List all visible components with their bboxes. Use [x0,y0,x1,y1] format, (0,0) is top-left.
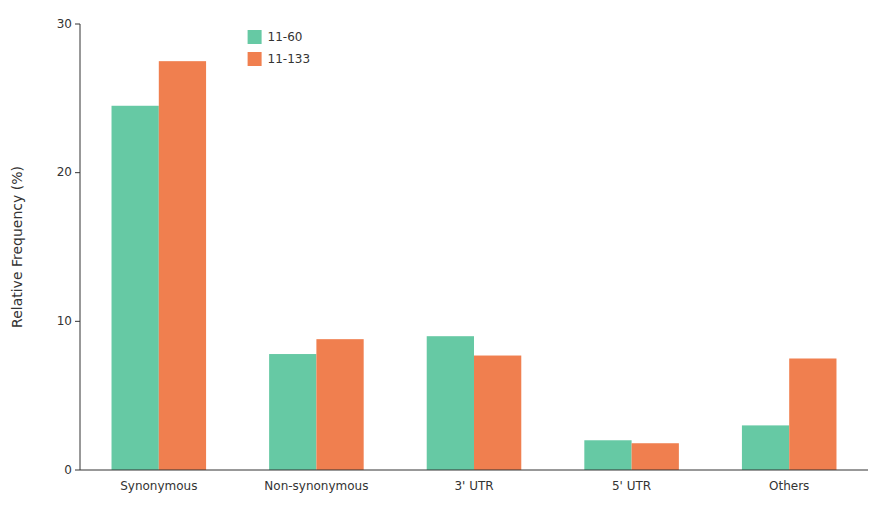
y-tick [75,470,80,471]
y-axis-label: Relative Frequency (%) [9,166,25,328]
y-tick [75,172,80,173]
bar [632,443,679,470]
bar [316,339,363,470]
x-axis-line [80,470,868,471]
bar [789,359,836,471]
bar [742,425,789,470]
legend: 11-60 11-133 [248,30,311,67]
x-tick-label: Others [769,479,809,493]
x-tick-label: 5' UTR [612,479,651,493]
x-tick-label: 3' UTR [454,479,493,493]
bar [112,106,159,470]
y-tick-label: 10 [57,314,72,328]
x-tick-label: Non-synonymous [264,479,368,493]
y-tick [75,321,80,322]
bar [474,356,521,470]
y-tick-label: 0 [64,463,72,477]
bars [112,61,837,470]
bar [427,336,474,470]
bar [269,354,316,470]
y-axis-line [80,24,81,470]
legend-swatch [248,30,262,44]
legend-swatch [248,52,262,66]
bar [584,440,631,470]
y-tick-label: 20 [57,165,72,179]
chart-container: 0 10 20 30 Synonymous Non-synonymous 3' UTR 5' … [0,0,892,520]
bar [159,61,206,470]
legend-label: 11-60 [268,30,303,44]
y-tick [75,24,80,25]
legend-label: 11-133 [268,52,311,66]
y-tick-label: 30 [57,17,72,31]
chart-svg: 0 10 20 30 Synonymous Non-synonymous 3' UTR 5' … [0,0,892,520]
x-tick-label: Synonymous [120,479,197,493]
page: {"chart_data": {"type": "bar", "categori… [0,0,892,520]
